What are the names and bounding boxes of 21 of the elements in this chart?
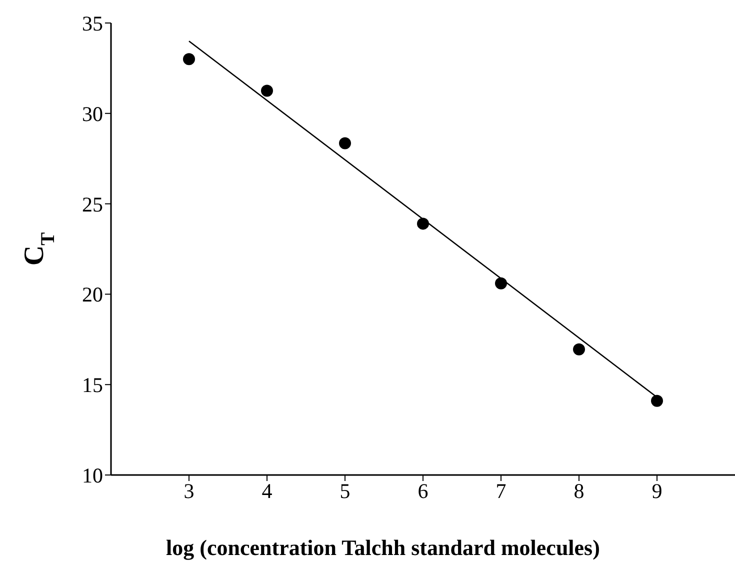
y-tick-label: 30 bbox=[82, 102, 103, 126]
point bbox=[651, 394, 663, 407]
x-tick-label: 4 bbox=[262, 478, 273, 503]
x-tick-label: 7 bbox=[496, 478, 506, 503]
point bbox=[495, 277, 507, 290]
point bbox=[339, 137, 351, 150]
point bbox=[183, 53, 195, 66]
x-tick-label: 6 bbox=[418, 478, 428, 503]
x-tick-label: 9 bbox=[652, 478, 662, 503]
y-tick-label: 10 bbox=[82, 463, 103, 488]
x-tick-label: 3 bbox=[184, 478, 194, 503]
y-tick-label: 15 bbox=[82, 373, 103, 398]
point bbox=[261, 84, 273, 97]
x-tick-label: 8 bbox=[574, 478, 584, 503]
y-tick-label: 35 bbox=[82, 11, 103, 36]
x-tick-label: 5 bbox=[340, 478, 350, 503]
point bbox=[573, 343, 585, 356]
x-axis-title: log (concentration Talchh standard molecules) bbox=[166, 535, 600, 560]
y-tick-label: 25 bbox=[82, 192, 103, 216]
point bbox=[417, 218, 429, 230]
y-tick-label: 20 bbox=[82, 282, 103, 307]
